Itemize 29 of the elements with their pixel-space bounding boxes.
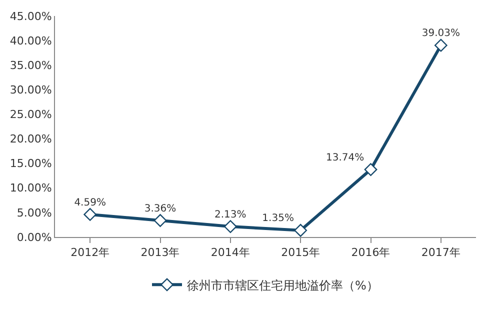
data-label: 39.03% <box>422 28 460 40</box>
point <box>364 163 378 176</box>
data-label: 4.59% <box>74 197 106 208</box>
y-tick-label: 40.00% <box>10 34 52 48</box>
x-tick-label: 2012年 <box>70 246 110 260</box>
point <box>154 214 167 227</box>
data-label: 2.13% <box>214 209 246 220</box>
y-tick-label: 5.00% <box>16 206 52 220</box>
data-label: 3.36% <box>144 203 176 214</box>
y-tick-label: 0.00% <box>16 230 52 244</box>
legend-label: 徐州市市辖区住宅用地溢价率（%） <box>187 278 378 292</box>
y-tick-label: 15.00% <box>10 157 52 170</box>
x-tick-label: 2016年 <box>351 246 390 260</box>
y-tick-label: 20.00% <box>10 132 52 146</box>
data-label: 1.35% <box>262 213 294 224</box>
point <box>224 220 237 233</box>
y-tick-label: 25.00% <box>10 108 52 122</box>
x-tick-label: 2014年 <box>210 246 250 260</box>
data-label: 13.74% <box>326 152 364 164</box>
x-tick-label: 2013年 <box>140 246 180 260</box>
x-tick-label: 2015年 <box>281 246 320 260</box>
y-tick-label: 30.00% <box>10 84 52 97</box>
point <box>294 224 308 237</box>
point <box>84 208 97 221</box>
y-tick-label: 10.00% <box>10 182 52 195</box>
x-tick-label: 2017年 <box>421 246 460 260</box>
y-tick-label: 45.00% <box>10 10 52 23</box>
point <box>434 38 448 52</box>
y-tick-label: 35.00% <box>10 58 52 72</box>
